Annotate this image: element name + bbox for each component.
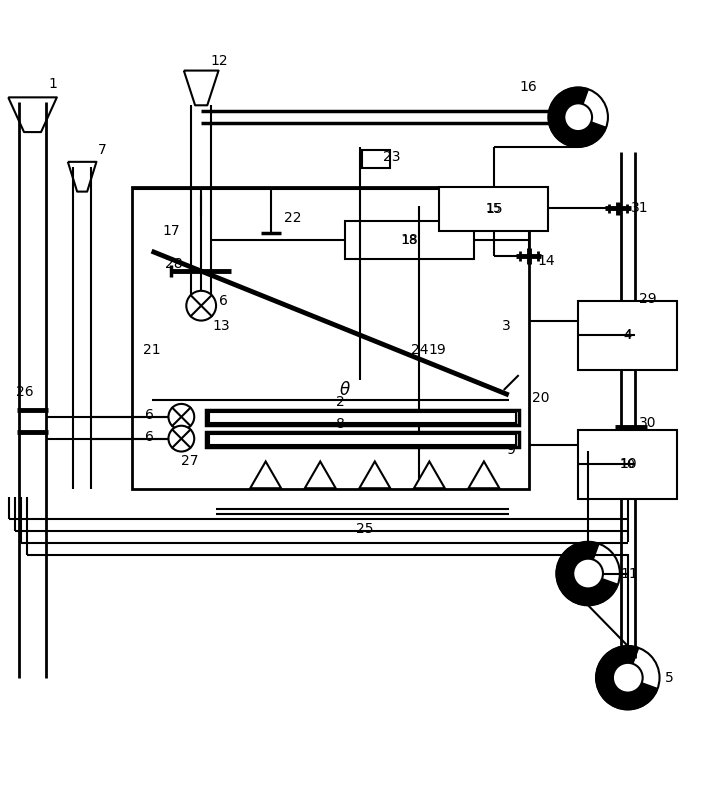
Text: 23: 23 [383, 150, 400, 164]
Circle shape [168, 404, 194, 429]
Text: 16: 16 [519, 80, 538, 94]
Text: 18: 18 [401, 233, 418, 247]
Text: 22: 22 [284, 211, 301, 225]
Circle shape [564, 104, 592, 131]
Bar [578, 301, 677, 371]
Text: 15: 15 [486, 203, 502, 215]
Polygon shape [548, 87, 606, 147]
Bar [362, 150, 390, 168]
Text: 12: 12 [210, 53, 228, 68]
Text: 28: 28 [165, 257, 182, 271]
Text: 6: 6 [145, 408, 154, 422]
Text: 1: 1 [48, 78, 57, 92]
Text: 10: 10 [620, 458, 636, 471]
Polygon shape [596, 646, 658, 710]
Text: 29: 29 [639, 292, 656, 305]
Text: 19: 19 [428, 343, 446, 357]
Bar [132, 187, 529, 489]
Bar [209, 433, 516, 444]
Bar [578, 429, 677, 499]
Circle shape [573, 559, 603, 589]
Text: $\theta$: $\theta$ [339, 381, 351, 399]
Bar [440, 187, 548, 232]
Text: 20: 20 [532, 391, 549, 405]
Text: 31: 31 [631, 202, 648, 215]
Text: 3: 3 [503, 319, 511, 333]
Text: 25: 25 [356, 522, 374, 536]
Text: 6: 6 [219, 294, 227, 308]
Text: 21: 21 [143, 343, 161, 357]
Circle shape [186, 290, 216, 320]
Text: 6: 6 [145, 429, 154, 444]
Circle shape [613, 663, 643, 692]
Text: 9: 9 [506, 443, 515, 457]
Text: 18: 18 [402, 234, 418, 246]
Text: 5: 5 [665, 670, 674, 685]
Text: 24: 24 [411, 343, 428, 357]
Text: 27: 27 [181, 455, 198, 469]
Text: 17: 17 [163, 225, 180, 239]
Text: 14: 14 [538, 254, 555, 268]
Text: 15: 15 [485, 202, 503, 216]
Polygon shape [557, 542, 618, 605]
Bar [206, 410, 519, 425]
Text: 4: 4 [623, 328, 632, 342]
Bar [209, 412, 516, 423]
Bar [206, 432, 519, 447]
Text: 30: 30 [639, 416, 656, 429]
Text: 7: 7 [97, 143, 107, 157]
Text: 11: 11 [621, 567, 639, 581]
Text: 4: 4 [624, 329, 632, 342]
Text: 10: 10 [619, 458, 637, 472]
Text: 26: 26 [16, 385, 34, 399]
Bar [345, 221, 474, 259]
Circle shape [168, 425, 194, 451]
Text: 8: 8 [336, 417, 344, 431]
Text: 2: 2 [336, 395, 344, 409]
Text: 13: 13 [212, 319, 230, 333]
